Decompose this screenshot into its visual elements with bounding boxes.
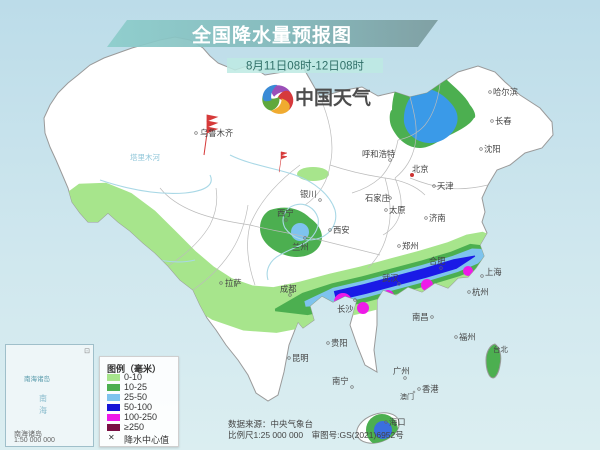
svg-text:中国天气: 中国天气 <box>295 86 371 109</box>
svg-text:全国降水量预报图: 全国降水量预报图 <box>191 24 352 47</box>
svg-text:8月11日08时-12日08时: 8月11日08时-12日08时 <box>246 60 365 73</box>
